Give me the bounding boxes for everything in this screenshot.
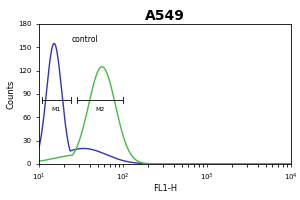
Title: A549: A549 bbox=[145, 9, 185, 23]
Y-axis label: Counts: Counts bbox=[6, 79, 15, 109]
Text: M1: M1 bbox=[52, 107, 61, 112]
Text: M2: M2 bbox=[95, 107, 105, 112]
Text: control: control bbox=[72, 35, 98, 44]
X-axis label: FL1-H: FL1-H bbox=[153, 184, 177, 193]
